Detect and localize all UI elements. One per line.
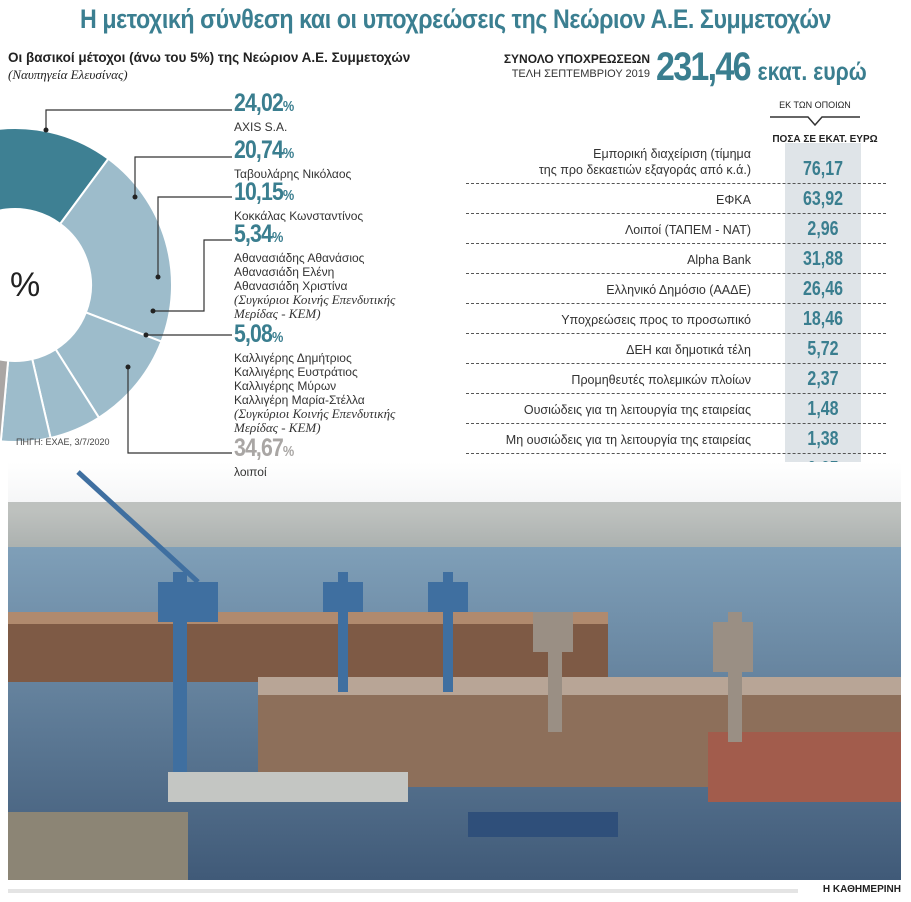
liability-value: 31,88 bbox=[802, 248, 844, 270]
liability-row: Λοιποί (ΤΑΠΕΜ - ΝΑΤ) 2,96 bbox=[466, 213, 886, 244]
of-which-label: ΕΚ ΤΩΝ ΟΠΟΙΩΝ bbox=[779, 100, 851, 110]
legend-tavoularis: 20,74% Ταβουλάρης Νικόλαος bbox=[234, 136, 352, 181]
liability-value: 2,37 bbox=[807, 368, 839, 390]
slice-value: 34,67 bbox=[234, 434, 284, 462]
liability-row: Alpha Bank 31,88 bbox=[466, 243, 886, 274]
liability-label: Μη ουσιώδεις για τη λειτουργία της εταιρ… bbox=[505, 433, 751, 447]
liability-row: Προμηθευτές πολεμικών πλοίων 2,37 bbox=[466, 363, 886, 394]
leader-line bbox=[153, 239, 232, 312]
amount-column-header: ΠΟΣΑ ΣΕ ΕΚΑΤ. ΕΥΡΩ bbox=[772, 134, 878, 145]
liability-label: Alpha Bank bbox=[687, 253, 751, 267]
infographic-title: Η μετοχική σύνθεση και οι υποχρεώσεις τη… bbox=[80, 4, 831, 34]
slice-value: 20,74 bbox=[234, 136, 284, 164]
liability-value: 5,72 bbox=[807, 338, 839, 360]
donut-center-label: % bbox=[10, 266, 40, 304]
leader-dot bbox=[132, 194, 138, 200]
liability-label: Υποχρεώσεις προς το προσωπικό bbox=[561, 313, 751, 327]
slice-name: Καλλιγέρης Ευστράτιος bbox=[234, 365, 358, 379]
slice-value: 24,02 bbox=[234, 89, 284, 117]
total-liabilities-value: 231,46 εκατ. ευρώ bbox=[656, 45, 867, 89]
slice-value: 5,08 bbox=[234, 320, 273, 348]
liability-value: 1,38 bbox=[807, 428, 839, 450]
liability-row: Υποχρεώσεις προς το προσωπικό 18,46 bbox=[466, 303, 886, 334]
liability-value: 76,17 bbox=[802, 158, 844, 180]
donut-slice bbox=[58, 157, 173, 343]
liability-label: Ελληνικό Δημόσιο (ΑΑΔΕ) bbox=[606, 283, 751, 297]
liability-row: Εμπορική διαχείριση (τίμημα της προ δεκαε… bbox=[466, 143, 886, 184]
total-unit: εκατ. ευρώ bbox=[757, 58, 867, 86]
footer-bar bbox=[8, 889, 798, 893]
liability-label: ΔΕΗ και δημοτικά τέλη bbox=[626, 343, 751, 357]
liability-row: ΕΦΚΑ 63,92 bbox=[466, 183, 886, 214]
legend-kokkalas: 10,15% Κοκκάλας Κωνσταντίνος bbox=[234, 178, 364, 223]
slice-name: λοιποί bbox=[234, 465, 267, 479]
leader-lines bbox=[43, 109, 232, 454]
leader-line bbox=[157, 196, 232, 277]
slice-value: 5,34 bbox=[234, 220, 273, 248]
donut-slice bbox=[0, 127, 110, 226]
slice-value: 10,15 bbox=[234, 178, 284, 206]
slice-name: Καλλιγέρη Μαρία-Στέλλα bbox=[234, 393, 365, 407]
liability-label: Ουσιώδεις για τη λειτουργία της εταιρεία… bbox=[523, 403, 751, 417]
liability-label: Λοιποί (ΤΑΠΕΜ - ΝΑΤ) bbox=[624, 223, 751, 237]
liability-row: Μη ουσιώδεις για τη λειτουργία της εταιρ… bbox=[466, 423, 886, 454]
liability-value: 26,46 bbox=[802, 278, 844, 300]
legend-axis: 24,02% AXIS S.A. bbox=[234, 89, 294, 134]
slice-name: Καλλιγέρης Μύρων bbox=[234, 379, 337, 393]
shipyard-photo bbox=[8, 462, 901, 880]
liability-value: 63,92 bbox=[802, 188, 844, 210]
liability-label: Προμηθευτές πολεμικών πλοίων bbox=[571, 373, 751, 387]
liability-label: Εμπορική διαχείριση (τίμημα της προ δεκαε… bbox=[538, 147, 751, 177]
donut-slice bbox=[0, 358, 10, 443]
chevron-down-divider-icon bbox=[770, 116, 860, 127]
liability-label: ΕΦΚΑ bbox=[716, 193, 751, 207]
legend-others: 34,67% λοιποί bbox=[234, 434, 294, 479]
slice-name: Καλλιγέρης Δημήτριος bbox=[234, 351, 352, 365]
slice-name: Κοκκάλας Κωνσταντίνος bbox=[234, 209, 364, 223]
slice-name: Ταβουλάρης Νικόλαος bbox=[234, 167, 352, 181]
leader-dot bbox=[155, 274, 161, 280]
legend-athanasiadis: 5,34% Αθανασιάδης Αθανάσιος Αθανασιάδη Ε… bbox=[234, 220, 396, 321]
slice-note: (Συγκύριοι Κοινής Επενδυτικής Μερίδας - … bbox=[234, 292, 396, 321]
shareholders-donut-chart: % bbox=[0, 127, 173, 443]
shareholders-title: Οι βασικοί μέτοχοι (άνω του 5%) της Νεώρ… bbox=[8, 50, 411, 65]
publisher-credit: Η ΚΑΘΗΜΕΡΙΝΗ bbox=[822, 884, 901, 895]
slice-name: Αθανασιάδης Αθανάσιος bbox=[234, 251, 365, 265]
liability-row: Ουσιώδεις για τη λειτουργία της εταιρεία… bbox=[466, 393, 886, 424]
leader-dot bbox=[150, 308, 156, 314]
shareholders-subtitle: (Ναυπηγεία Ελευσίνας) bbox=[8, 67, 128, 82]
leader-line bbox=[127, 367, 232, 454]
leader-dot bbox=[143, 332, 149, 338]
slice-name: Αθανασιάδη Ελένη bbox=[234, 265, 335, 279]
slice-note: (Συγκύριοι Κοινής Επενδυτικής Μερίδας - … bbox=[234, 406, 396, 435]
legend-kalligeris: 5,08% Καλλιγέρης Δημήτριος Καλλιγέρης Ευ… bbox=[234, 320, 396, 435]
slice-name: AXIS S.A. bbox=[234, 120, 288, 134]
total-liabilities-label: ΣΥΝΟΛΟ ΥΠΟΧΡΕΩΣΕΩΝ bbox=[503, 52, 650, 66]
slice-name: Αθανασιάδη Χριστίνα bbox=[234, 279, 348, 293]
leader-dot bbox=[125, 364, 131, 370]
liability-row: Ελληνικό Δημόσιο (ΑΑΔΕ) 26,46 bbox=[466, 273, 886, 304]
liability-value: 18,46 bbox=[802, 308, 844, 330]
value-column-background bbox=[785, 143, 861, 486]
source-note: ΠΗΓΗ: ΕΧΑΕ, 3/7/2020 bbox=[16, 437, 110, 447]
liability-value: 2,96 bbox=[807, 218, 839, 240]
leader-line bbox=[45, 109, 232, 130]
total-liabilities-date: ΤΕΛΗ ΣΕΠΤΕΜΒΡΙΟΥ 2019 bbox=[511, 68, 650, 80]
liability-value: 1,48 bbox=[807, 398, 839, 420]
liability-row: ΔΕΗ και δημοτικά τέλη 5,72 bbox=[466, 333, 886, 364]
leader-dot bbox=[43, 127, 49, 133]
leader-line bbox=[134, 156, 232, 197]
